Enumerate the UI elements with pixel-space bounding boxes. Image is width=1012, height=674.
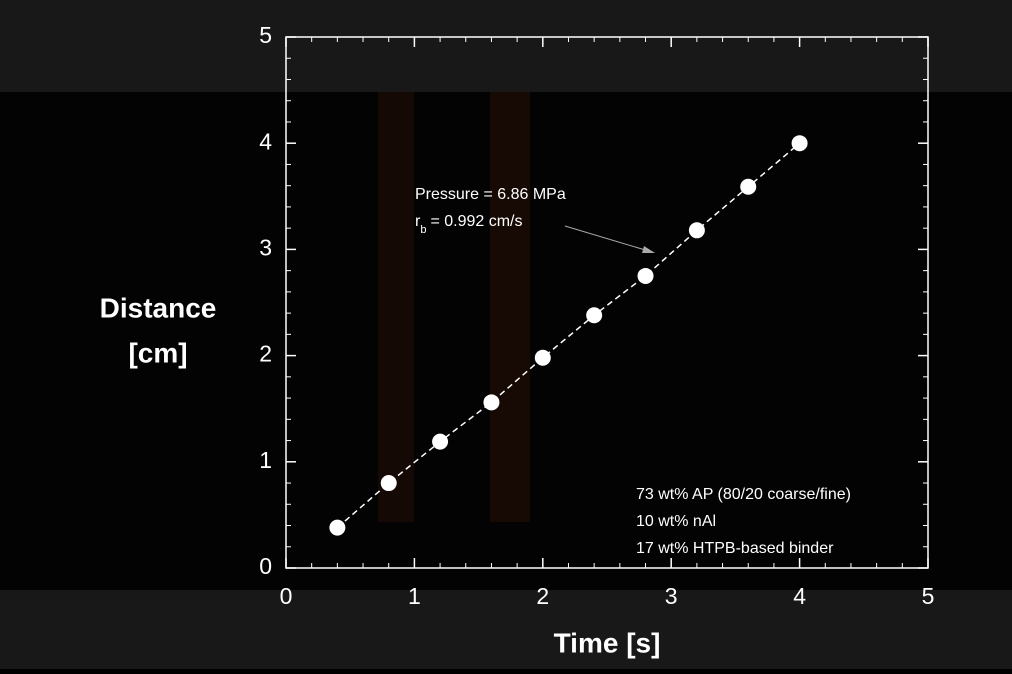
annotation-subscript: b xyxy=(420,224,426,236)
annotation-arrowhead xyxy=(642,246,655,253)
trend-line xyxy=(336,142,801,529)
background-streak xyxy=(490,92,530,522)
data-point xyxy=(329,519,346,536)
y-axis-title: Distance xyxy=(100,292,217,323)
x-tick-label: 1 xyxy=(408,583,421,609)
annotation-arrow xyxy=(564,225,653,253)
composition-note: 73 wt% AP (80/20 coarse/fine) xyxy=(636,486,851,503)
annotation: Pressure = 6.86 MPa xyxy=(415,186,566,203)
y-axis-title: [cm] xyxy=(128,337,187,368)
data-point xyxy=(380,475,397,492)
composition-note: 17 wt% HTPB-based binder xyxy=(636,540,834,557)
background-band xyxy=(0,590,1012,669)
plot-frame xyxy=(285,36,929,569)
data-point xyxy=(688,222,705,239)
background-streak xyxy=(378,92,414,522)
data-point xyxy=(586,307,603,324)
x-tick-label: 4 xyxy=(793,583,806,609)
y-tick-label: 5 xyxy=(259,22,272,48)
x-tick-label: 0 xyxy=(280,583,293,609)
y-tick-label: 4 xyxy=(259,128,272,154)
y-tick-label: 1 xyxy=(259,447,272,473)
x-axis-title: Time [s] xyxy=(554,627,661,658)
annotation: rb = 0.992 cm/s xyxy=(415,213,523,236)
data-point xyxy=(637,267,654,284)
annotation-text: = 0.992 cm/s xyxy=(430,213,522,230)
annotation-symbol: r xyxy=(415,213,421,230)
x-tick-label: 3 xyxy=(665,583,678,609)
background-band xyxy=(0,0,1012,92)
y-tick-label: 0 xyxy=(259,553,272,579)
data-point xyxy=(534,349,551,366)
data-point xyxy=(791,135,808,152)
x-tick-label: 2 xyxy=(536,583,549,609)
y-tick-label: 2 xyxy=(259,341,272,367)
data-point xyxy=(483,394,500,411)
composition-note: 10 wt% nAl xyxy=(636,513,716,530)
x-tick-label: 5 xyxy=(922,583,935,609)
data-point xyxy=(740,178,757,195)
y-tick-label: 3 xyxy=(259,234,272,260)
data-point xyxy=(432,433,449,450)
